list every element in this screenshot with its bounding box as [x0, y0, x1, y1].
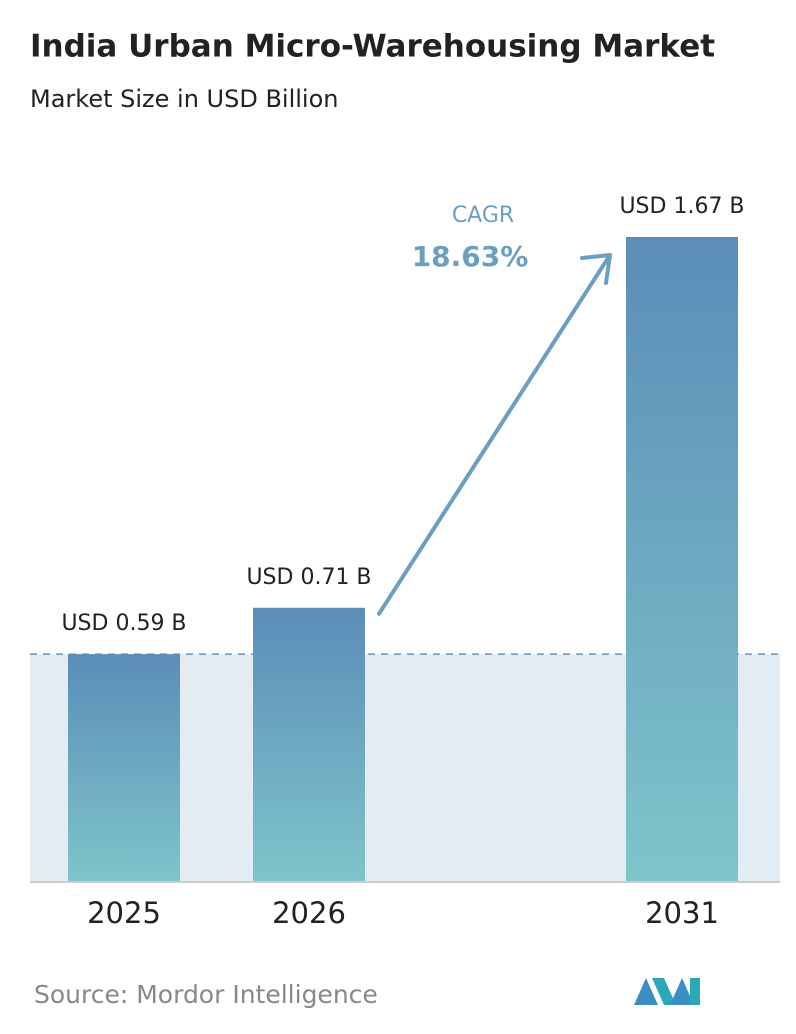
- value-label: USD 0.71 B: [246, 565, 371, 590]
- cagr-value: 18.63%: [412, 240, 529, 273]
- cagr-arrow: [377, 253, 612, 616]
- chart-title: India Urban Micro-Warehousing Market: [30, 29, 715, 65]
- x-tick-label: 2031: [645, 896, 719, 930]
- bar: [253, 607, 365, 882]
- logo: [634, 978, 700, 1005]
- bar: [68, 654, 180, 882]
- x-tick-label: 2025: [87, 896, 161, 930]
- cagr-label: CAGR: [452, 203, 514, 228]
- bar: [626, 237, 738, 882]
- source: Source: Mordor Intelligence: [34, 980, 378, 1009]
- cagr-arrowhead: [580, 253, 612, 285]
- value-label: USD 0.59 B: [61, 611, 186, 636]
- plot: USD 0.59 B 2025 USD 0.71 B 2026 USD 1.67 B 20…: [30, 194, 780, 930]
- value-label: USD 1.67 B: [619, 194, 744, 219]
- x-tick-label: 2026: [272, 896, 346, 930]
- chart-subtitle: Market Size in USD Billion: [30, 85, 338, 113]
